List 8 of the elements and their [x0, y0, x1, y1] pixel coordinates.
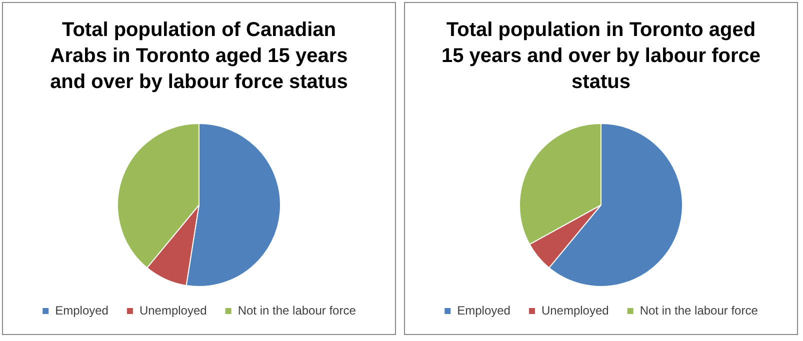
legend-label: Unemployed [139, 303, 207, 318]
legend-label: Not in the labour force [238, 303, 356, 318]
chart-title: Total population in Toronto aged 15 years and over by labour force status [441, 18, 761, 95]
legend-label: Employed [55, 303, 108, 318]
legend-label: Unemployed [541, 303, 609, 318]
chart-title: Total population of Canadian Arabs in Toronto aged 15 years and over by labour force status [49, 18, 349, 95]
legend-label: Not in the labour force [640, 303, 758, 318]
legend-label: Employed [457, 303, 510, 318]
